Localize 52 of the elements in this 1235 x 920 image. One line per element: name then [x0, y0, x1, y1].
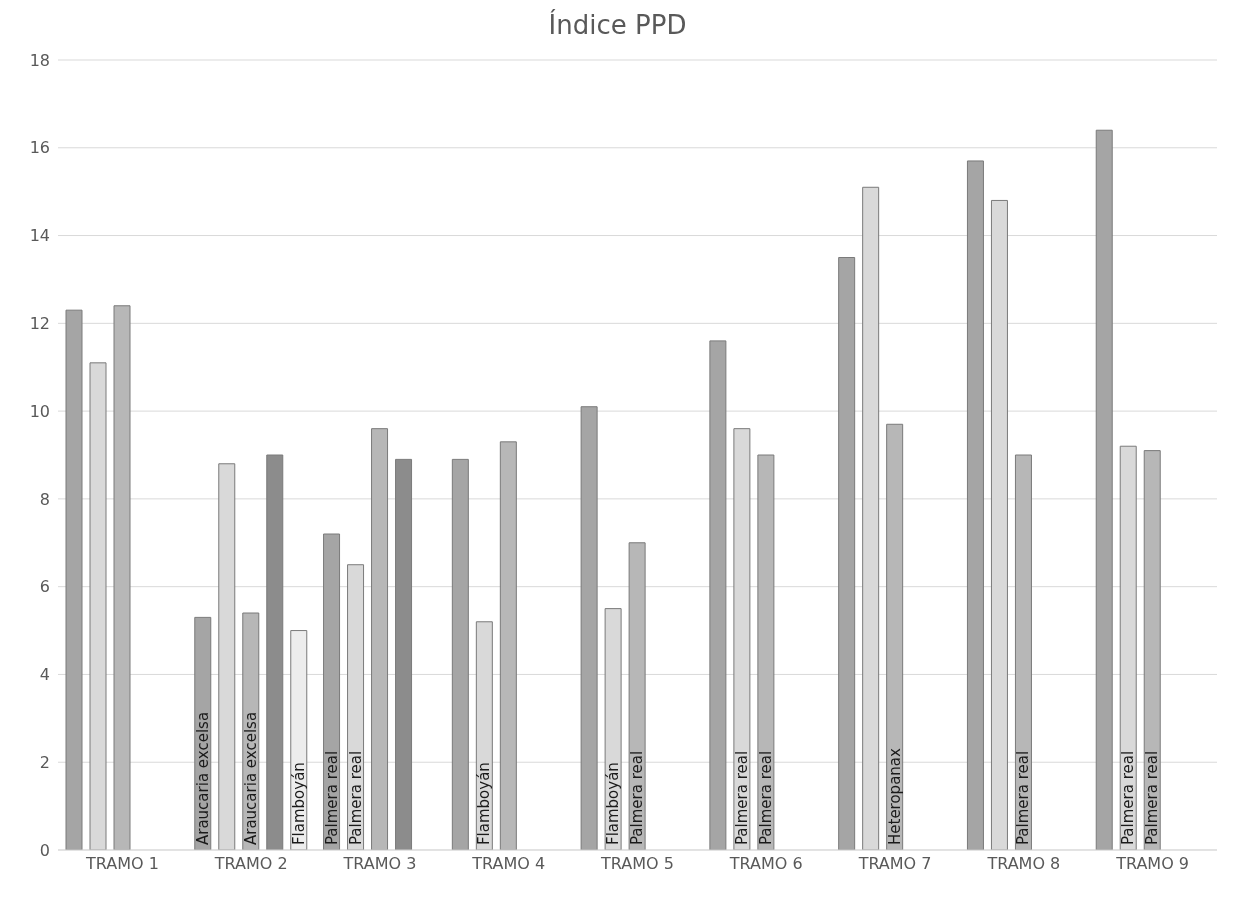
bar [395, 458, 413, 850]
bar [499, 441, 517, 850]
y-tick-label: 8 [39, 489, 50, 509]
data-label: Heteropanax [885, 747, 904, 845]
y-tick-label: 14 [29, 226, 50, 246]
bar [323, 533, 341, 850]
bar [1143, 450, 1161, 850]
y-tick-label: 0 [39, 840, 50, 860]
y-tick-label: 18 [29, 50, 50, 70]
x-tick-label: TRAMO 3 [342, 854, 417, 874]
bar [580, 406, 598, 850]
bar [65, 309, 83, 850]
bar [966, 160, 984, 850]
bar [709, 340, 727, 850]
y-tick-label: 10 [29, 401, 50, 421]
x-tick-label: TRAMO 1 [84, 854, 159, 874]
x-tick-label: TRAMO 5 [600, 854, 674, 874]
data-label: Palmera real [322, 750, 341, 845]
x-tick-label: TRAMO 6 [728, 854, 803, 874]
data-label: Flamboyán [604, 762, 623, 845]
y-tick-label: 12 [29, 314, 50, 334]
bar [886, 423, 904, 850]
data-label: Palmera real [1119, 750, 1138, 845]
bar [113, 305, 131, 850]
bar [838, 257, 856, 850]
x-tick-label: TRAMO 8 [986, 854, 1061, 874]
bar [266, 454, 284, 850]
y-tick-label: 6 [39, 577, 50, 597]
data-label: Palmera real [1143, 750, 1162, 845]
x-tick-label: TRAMO 9 [1115, 854, 1190, 874]
data-label: Palmera real [756, 750, 775, 845]
bar [757, 454, 775, 850]
data-label: Flamboyán [475, 762, 494, 845]
bar [1014, 454, 1032, 850]
data-label: Flamboyán [289, 762, 308, 845]
data-label: Araucaria excelsa [241, 711, 260, 845]
bar [371, 428, 389, 850]
x-tick-label: TRAMO 7 [857, 854, 932, 874]
x-tick-label: TRAMO 2 [213, 854, 288, 874]
bar [628, 542, 646, 850]
data-label: Palmera real [346, 750, 365, 845]
y-tick-label: 4 [39, 665, 50, 685]
bar [1095, 129, 1113, 850]
data-label: Palmera real [1014, 750, 1033, 845]
y-tick-label: 2 [39, 752, 50, 772]
data-label: Palmera real [732, 750, 751, 845]
chart-title: Índice PPD [547, 10, 688, 42]
data-label: Araucaria excelsa [193, 711, 212, 845]
x-tick-label: TRAMO 4 [471, 854, 546, 874]
data-label: Palmera real [628, 750, 647, 845]
y-tick-label: 16 [29, 138, 50, 158]
bar [451, 458, 469, 850]
